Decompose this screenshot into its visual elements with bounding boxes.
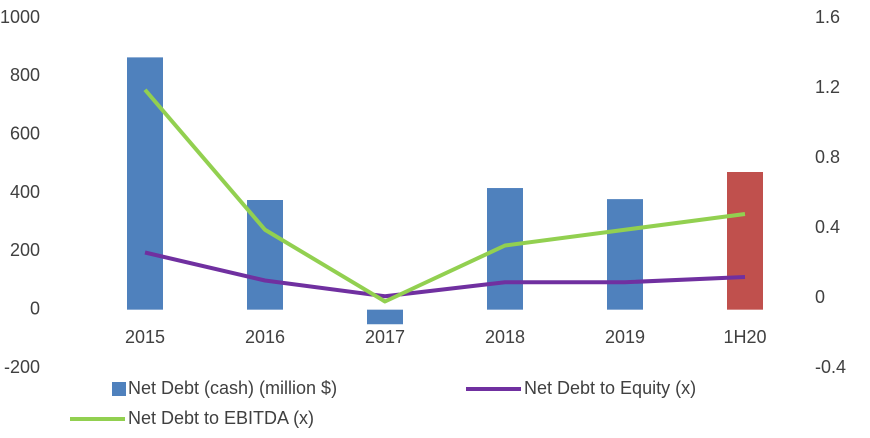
y2-tick-label: 1.6 xyxy=(815,7,840,27)
y-tick-label: 600 xyxy=(10,123,40,143)
x-tick-label: 2018 xyxy=(485,327,525,347)
y2-tick-label: 0.4 xyxy=(815,217,840,237)
x-tick-label: 2019 xyxy=(605,327,645,347)
x-tick-label: 2016 xyxy=(245,327,285,347)
bar xyxy=(607,199,643,310)
y-tick-label: 400 xyxy=(10,182,40,202)
y-tick-label: 200 xyxy=(10,240,40,260)
x-tick-label: 2015 xyxy=(125,327,165,347)
bar xyxy=(487,188,523,310)
y2-tick-label: 1.2 xyxy=(815,77,840,97)
legend-label: Net Debt to Equity (x) xyxy=(524,378,696,398)
y2-tick-label: 0 xyxy=(815,287,825,307)
y-tick-label: -200 xyxy=(4,357,40,377)
legend-label: Net Debt (cash) (million $) xyxy=(128,378,337,398)
y-tick-label: 1000 xyxy=(0,7,40,27)
line xyxy=(143,88,746,304)
line xyxy=(144,250,746,299)
y-tick-label: 0 xyxy=(30,298,40,318)
bar xyxy=(727,172,763,310)
y2-tick-label: 0.8 xyxy=(815,147,840,167)
bar xyxy=(127,57,163,310)
x-tick-label: 2017 xyxy=(365,327,405,347)
y2-tick-label: -0.4 xyxy=(815,357,846,377)
y-tick-label: 800 xyxy=(10,65,40,85)
x-tick-label: 1H20 xyxy=(723,327,766,347)
legend-label: Net Debt to EBITDA (x) xyxy=(128,408,314,428)
bar xyxy=(367,309,403,325)
legend-swatch xyxy=(112,382,126,396)
